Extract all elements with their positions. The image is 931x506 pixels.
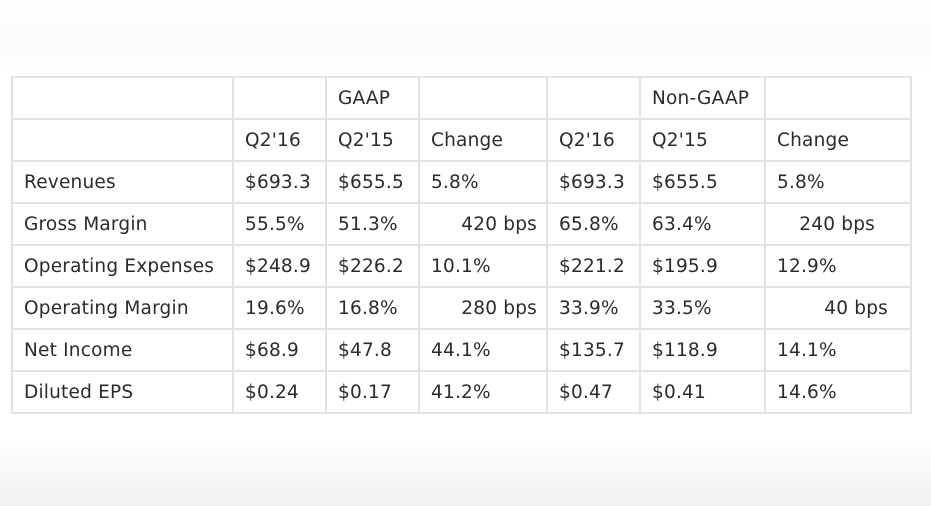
table-cell: $0.47	[546, 370, 641, 414]
header-cell-blank	[11, 76, 234, 120]
top-background	[0, 0, 931, 70]
column-header-gaap-q2-15: Q2'15	[325, 118, 420, 162]
table-cell: $68.9	[232, 328, 327, 372]
table-row-revenues: Revenues $693.3 $655.5 5.8% $693.3 $655.…	[11, 160, 912, 204]
header-cell-blank	[546, 76, 641, 120]
table-cell: 5.8%	[418, 160, 548, 204]
table-cell: 51.3%	[325, 202, 420, 246]
table-cell: $226.2	[325, 244, 420, 288]
column-header-non-gaap-q2-16: Q2'16	[546, 118, 641, 162]
table-cell: $118.9	[639, 328, 766, 372]
row-label: Gross Margin	[11, 202, 234, 246]
table-cell: 14.6%	[764, 370, 912, 414]
table-row-operating-expenses: Operating Expenses $248.9 $226.2 10.1% $…	[11, 244, 912, 288]
gaap-group-header: GAAP	[325, 76, 420, 120]
table-cell: 33.5%	[639, 286, 766, 330]
column-header-row: Q2'16 Q2'15 Change Q2'16 Q2'15 Change	[11, 118, 912, 162]
row-label: Operating Margin	[11, 286, 234, 330]
table-cell: 41.2%	[418, 370, 548, 414]
table-row-operating-margin: Operating Margin 19.6% 16.8% 280 bps 33.…	[11, 286, 912, 330]
table-cell: $0.24	[232, 370, 327, 414]
table-row-gross-margin: Gross Margin 55.5% 51.3% 420 bps 65.8% 6…	[11, 202, 912, 246]
bottom-background	[0, 440, 931, 506]
header-cell-blank	[764, 76, 912, 120]
table-cell: $135.7	[546, 328, 641, 372]
table-cell: 240 bps	[764, 202, 912, 246]
column-header-gaap-change: Change	[418, 118, 548, 162]
column-header-gaap-q2-16: Q2'16	[232, 118, 327, 162]
table-cell: 14.1%	[764, 328, 912, 372]
table-cell: 16.8%	[325, 286, 420, 330]
table-cell: 280 bps	[418, 286, 548, 330]
table-cell: $693.3	[546, 160, 641, 204]
column-header-non-gaap-change: Change	[764, 118, 912, 162]
group-header-row: GAAP Non-GAAP	[11, 76, 912, 120]
table-cell: $0.17	[325, 370, 420, 414]
table-cell: $655.5	[325, 160, 420, 204]
table-row-net-income: Net Income $68.9 $47.8 44.1% $135.7 $118…	[11, 328, 912, 372]
table-cell: 63.4%	[639, 202, 766, 246]
row-label: Diluted EPS	[11, 370, 234, 414]
table-cell: 44.1%	[418, 328, 548, 372]
table-cell: 19.6%	[232, 286, 327, 330]
table-cell: $655.5	[639, 160, 766, 204]
table-cell: $248.9	[232, 244, 327, 288]
table-cell: 420 bps	[418, 202, 548, 246]
table-cell: 65.8%	[546, 202, 641, 246]
column-header-blank	[11, 118, 234, 162]
non-gaap-group-header: Non-GAAP	[639, 76, 766, 120]
table-cell: $47.8	[325, 328, 420, 372]
table-cell: $221.2	[546, 244, 641, 288]
row-label: Operating Expenses	[11, 244, 234, 288]
row-label: Net Income	[11, 328, 234, 372]
header-cell-blank	[418, 76, 548, 120]
table-cell: $693.3	[232, 160, 327, 204]
table-cell: 5.8%	[764, 160, 912, 204]
table-cell: 55.5%	[232, 202, 327, 246]
table-cell: 33.9%	[546, 286, 641, 330]
table-cell: $0.41	[639, 370, 766, 414]
table-cell: $195.9	[639, 244, 766, 288]
column-header-non-gaap-q2-15: Q2'15	[639, 118, 766, 162]
row-label: Revenues	[11, 160, 234, 204]
table-cell: 12.9%	[764, 244, 912, 288]
header-cell-blank	[232, 76, 327, 120]
table-cell: 10.1%	[418, 244, 548, 288]
financial-results-table: GAAP Non-GAAP Q2'16 Q2'15 Change Q2'16 Q…	[11, 76, 912, 414]
table-row-diluted-eps: Diluted EPS $0.24 $0.17 41.2% $0.47 $0.4…	[11, 370, 912, 414]
table-cell: 40 bps	[764, 286, 912, 330]
